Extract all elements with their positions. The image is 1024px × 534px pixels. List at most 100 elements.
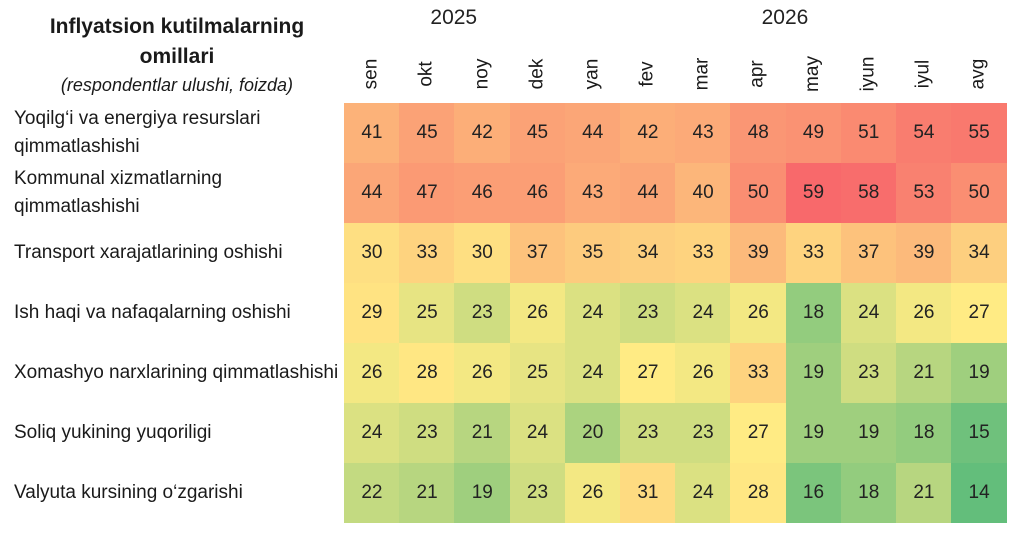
heatmap-cell: 21 bbox=[399, 463, 455, 523]
row-label: Xomashyo narxlarining qimmatlashishi bbox=[14, 362, 339, 383]
row-label: Ish haqi va nafaqalarning oshishi bbox=[14, 302, 291, 323]
chart-title: Inflyatsion kutilmalarning omillari (res… bbox=[14, 12, 340, 98]
chart-title-text: Inflyatsion kutilmalarning omillari bbox=[49, 15, 305, 68]
heatmap-cell: 24 bbox=[509, 403, 566, 463]
month-label: yan bbox=[566, 48, 618, 100]
heatmap-cell: 26 bbox=[564, 463, 621, 523]
heatmap-cell: 44 bbox=[564, 103, 621, 163]
heatmap-cell: 18 bbox=[840, 463, 897, 523]
heatmap-cell: 25 bbox=[509, 343, 566, 403]
heatmap-cell: 27 bbox=[730, 403, 787, 463]
heatmap-cell: 29 bbox=[344, 283, 400, 343]
month-label-text: yan bbox=[581, 58, 603, 90]
heatmap-grid: 41 45 42 45 44 42 43 48 49 51 54 55 44 47 46 46 43 44 40 50… bbox=[344, 103, 1007, 523]
heatmap-cell: 37 bbox=[840, 223, 897, 283]
heatmap-cell: 24 bbox=[675, 283, 731, 343]
heatmap-cell: 31 bbox=[620, 463, 676, 523]
row-label: Transport xarajatlarining oshishi bbox=[14, 242, 283, 263]
heatmap-cell: 58 bbox=[840, 163, 897, 223]
month-label-text: fev bbox=[636, 61, 658, 87]
heatmap-cell: 23 bbox=[620, 403, 676, 463]
heatmap-cell: 24 bbox=[564, 343, 621, 403]
heatmap-cell: 34 bbox=[620, 223, 676, 283]
heatmap-cell: 27 bbox=[951, 283, 1007, 343]
year-label: 2026 bbox=[761, 6, 809, 29]
heatmap-cell: 45 bbox=[399, 103, 455, 163]
heatmap-cell: 26 bbox=[509, 283, 566, 343]
heatmap-cell: 19 bbox=[454, 463, 511, 523]
heatmap-cell: 59 bbox=[785, 163, 842, 223]
heatmap-cell: 41 bbox=[344, 103, 400, 163]
heatmap-cell: 35 bbox=[564, 223, 621, 283]
heatmap-cell: 20 bbox=[564, 403, 621, 463]
month-label: iyun bbox=[842, 48, 894, 100]
month-label: mar bbox=[677, 48, 729, 100]
heatmap-cell: 50 bbox=[951, 163, 1007, 223]
heatmap-cell: 55 bbox=[951, 103, 1007, 163]
heatmap-cell: 21 bbox=[454, 403, 511, 463]
heatmap-cell: 26 bbox=[730, 283, 787, 343]
month-label: apr bbox=[732, 48, 784, 100]
heatmap-cell: 28 bbox=[730, 463, 787, 523]
heatmap-cell: 19 bbox=[785, 343, 842, 403]
row-label: Valyuta kursining o‘zgarishi bbox=[14, 482, 243, 503]
heatmap-cell: 33 bbox=[675, 223, 731, 283]
row-label: Soliq yukining yuqoriligi bbox=[14, 422, 212, 443]
heatmap-cell: 43 bbox=[675, 103, 731, 163]
heatmap-cell: 21 bbox=[896, 343, 952, 403]
month-label-text: iyul bbox=[912, 59, 934, 89]
heatmap-cell: 53 bbox=[896, 163, 952, 223]
heatmap-cell: 19 bbox=[785, 403, 842, 463]
heatmap-cell: 23 bbox=[454, 283, 511, 343]
month-label-text: may bbox=[802, 56, 824, 92]
month-label-text: sen bbox=[360, 58, 382, 90]
heatmap-cell: 23 bbox=[509, 463, 566, 523]
month-label: okt bbox=[401, 48, 453, 100]
heatmap-cell: 51 bbox=[840, 103, 897, 163]
heatmap-cell: 45 bbox=[509, 103, 566, 163]
heatmap-cell: 47 bbox=[399, 163, 455, 223]
row-label: Yoqilg‘i va energiya resurslari qimmatla… bbox=[14, 108, 261, 157]
heatmap-cell: 34 bbox=[951, 223, 1007, 283]
month-label: noy bbox=[456, 48, 508, 100]
heatmap-cell: 14 bbox=[951, 463, 1007, 523]
heatmap-cell: 19 bbox=[951, 343, 1007, 403]
heatmap-cell: 23 bbox=[620, 283, 676, 343]
heatmap-cell: 42 bbox=[620, 103, 676, 163]
chart-subtitle: (respondentlar ulushi, foizda) bbox=[60, 75, 294, 95]
heatmap-cell: 37 bbox=[509, 223, 566, 283]
heatmap-cell: 33 bbox=[785, 223, 842, 283]
heatmap-cell: 43 bbox=[564, 163, 621, 223]
heatmap-cell: 33 bbox=[730, 343, 787, 403]
heatmap-cell: 18 bbox=[896, 403, 952, 463]
month-label: dek bbox=[511, 48, 563, 100]
heatmap-cell: 23 bbox=[675, 403, 731, 463]
month-label-text: apr bbox=[747, 60, 768, 88]
month-label: iyul bbox=[898, 48, 950, 100]
heatmap-cell: 26 bbox=[896, 283, 952, 343]
heatmap-cell: 26 bbox=[344, 343, 400, 403]
heatmap-cell: 25 bbox=[399, 283, 455, 343]
heatmap-cell: 24 bbox=[675, 463, 731, 523]
month-label: may bbox=[787, 48, 839, 100]
heatmap-cell: 46 bbox=[509, 163, 566, 223]
month-label-text: okt bbox=[415, 61, 437, 87]
heatmap-cell: 33 bbox=[399, 223, 455, 283]
month-label-text: iyun bbox=[857, 56, 879, 92]
heatmap-cell: 42 bbox=[454, 103, 511, 163]
heatmap-cell: 16 bbox=[785, 463, 842, 523]
heatmap-cell: 26 bbox=[454, 343, 511, 403]
row-label: Kommunal xizmatlarning qimmatlashishi bbox=[14, 168, 223, 217]
heatmap-cell: 46 bbox=[454, 163, 511, 223]
month-label: fev bbox=[622, 48, 674, 100]
heatmap-cell: 48 bbox=[730, 103, 787, 163]
heatmap-cell: 39 bbox=[896, 223, 952, 283]
month-label-text: avg bbox=[967, 58, 989, 90]
heatmap-cell: 24 bbox=[840, 283, 897, 343]
heatmap-cell: 30 bbox=[454, 223, 511, 283]
heatmap-cell: 39 bbox=[730, 223, 787, 283]
heatmap-cell: 30 bbox=[344, 223, 400, 283]
heatmap-cell: 49 bbox=[785, 103, 842, 163]
heatmap-cell: 19 bbox=[840, 403, 897, 463]
heatmap-cell: 40 bbox=[675, 163, 731, 223]
